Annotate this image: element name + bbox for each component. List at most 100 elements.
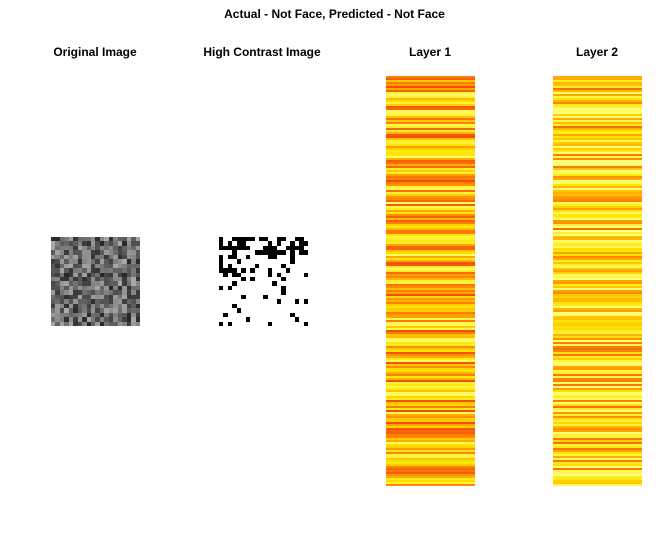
contrast-pixel <box>250 317 255 322</box>
heatmap-stripe <box>553 368 642 370</box>
contrast-pixel <box>223 299 228 304</box>
heatmap-stripe <box>553 278 642 280</box>
original-pixel <box>104 294 109 300</box>
contrast-pixel <box>272 290 277 295</box>
contrast-pixel <box>227 272 233 278</box>
original-pixel <box>104 268 109 273</box>
original-pixel <box>117 312 123 318</box>
original-pixel <box>91 294 96 300</box>
original-pixel <box>73 299 78 304</box>
contrast-pixel <box>245 259 251 264</box>
heatmap-stripe <box>553 82 642 84</box>
heatmap-stripe <box>386 348 475 350</box>
contrast-pixel <box>254 299 260 304</box>
original-pixel <box>59 272 65 278</box>
contrast-pixel <box>299 272 304 278</box>
original-pixel <box>95 268 100 273</box>
heatmap-stripe <box>553 190 642 192</box>
heatmap-stripe <box>386 312 475 314</box>
contrast-pixel <box>294 241 300 246</box>
contrast-pixel <box>276 263 282 269</box>
heatmap-stripe <box>386 454 475 456</box>
contrast-pixel <box>223 272 228 278</box>
heatmap-stripe <box>386 154 475 156</box>
heatmap-stripe <box>553 118 642 120</box>
heatmap-stripe <box>553 194 642 196</box>
heatmap-stripe <box>553 148 642 150</box>
contrast-pixel <box>276 303 282 309</box>
heatmap-stripe <box>386 200 475 202</box>
heatmap-stripe <box>386 314 475 316</box>
heatmap-stripe <box>553 376 642 378</box>
heatmap-stripe <box>386 96 475 98</box>
contrast-pixel <box>263 254 268 260</box>
original-pixel <box>68 237 74 242</box>
heatmap-stripe <box>386 296 475 298</box>
heatmap-stripe <box>553 92 642 94</box>
heatmap-stripe <box>553 348 642 350</box>
contrast-pixel <box>232 294 237 300</box>
original-pixel <box>91 263 96 269</box>
original-pixel <box>104 290 109 295</box>
original-pixel <box>82 241 87 246</box>
contrast-pixel <box>241 294 246 300</box>
contrast-pixel <box>299 245 304 251</box>
heatmap-stripe <box>553 104 642 106</box>
contrast-pixel <box>290 272 295 278</box>
contrast-pixel <box>299 285 304 291</box>
original-pixel <box>113 312 118 318</box>
heatmap-stripe <box>386 282 475 284</box>
original-pixel <box>64 312 69 318</box>
heatmap-stripe <box>553 256 642 258</box>
original-pixel <box>77 317 83 322</box>
original-pixel <box>86 254 92 260</box>
heatmap-stripe <box>386 274 475 276</box>
original-pixel <box>108 317 114 322</box>
original-pixel <box>104 263 109 269</box>
contrast-pixel <box>227 312 233 318</box>
original-pixel <box>113 308 118 313</box>
contrast-pixel <box>219 263 224 269</box>
contrast-pixel <box>254 277 260 282</box>
original-pixel <box>68 317 74 322</box>
original-pixel <box>64 250 69 255</box>
contrast-pixel <box>285 250 291 255</box>
heatmap-stripe <box>553 362 642 364</box>
heatmap-stripe <box>553 230 642 232</box>
heatmap-stripe <box>553 140 642 142</box>
heatmap-stripe <box>386 132 475 134</box>
heatmap-stripe <box>553 386 642 388</box>
original-pixel <box>73 277 78 282</box>
contrast-pixel <box>232 299 237 304</box>
heatmap-stripe <box>553 374 642 376</box>
original-pixel <box>131 303 136 309</box>
contrast-pixel <box>259 263 264 269</box>
heatmap-stripe <box>386 398 475 400</box>
original-pixel <box>131 308 136 313</box>
heatmap-stripe <box>386 288 475 290</box>
heatmap-stripe <box>553 344 642 346</box>
heatmap-stripe <box>553 358 642 360</box>
heatmap-stripe <box>553 102 642 104</box>
original-pixel <box>59 268 65 273</box>
original-pixel <box>77 250 83 255</box>
contrast-pixel <box>245 272 251 278</box>
heatmap-stripe <box>553 226 642 228</box>
original-pixel <box>73 272 78 278</box>
heatmap-stripe <box>386 304 475 306</box>
original-pixel <box>117 277 123 282</box>
original-pixel <box>91 317 96 322</box>
heatmap-stripe <box>386 410 475 412</box>
original-pixel <box>135 268 140 273</box>
contrast-pixel <box>245 317 251 322</box>
heatmap-stripe <box>386 344 475 346</box>
contrast-pixel <box>236 281 242 286</box>
contrast-pixel <box>219 241 224 246</box>
contrast-pixel <box>281 272 286 278</box>
original-pixel <box>99 259 105 264</box>
contrast-pixel <box>232 245 237 251</box>
contrast-pixel <box>245 241 251 246</box>
original-pixel <box>117 237 123 242</box>
contrast-pixel <box>299 241 304 246</box>
contrast-pixel <box>285 321 291 326</box>
